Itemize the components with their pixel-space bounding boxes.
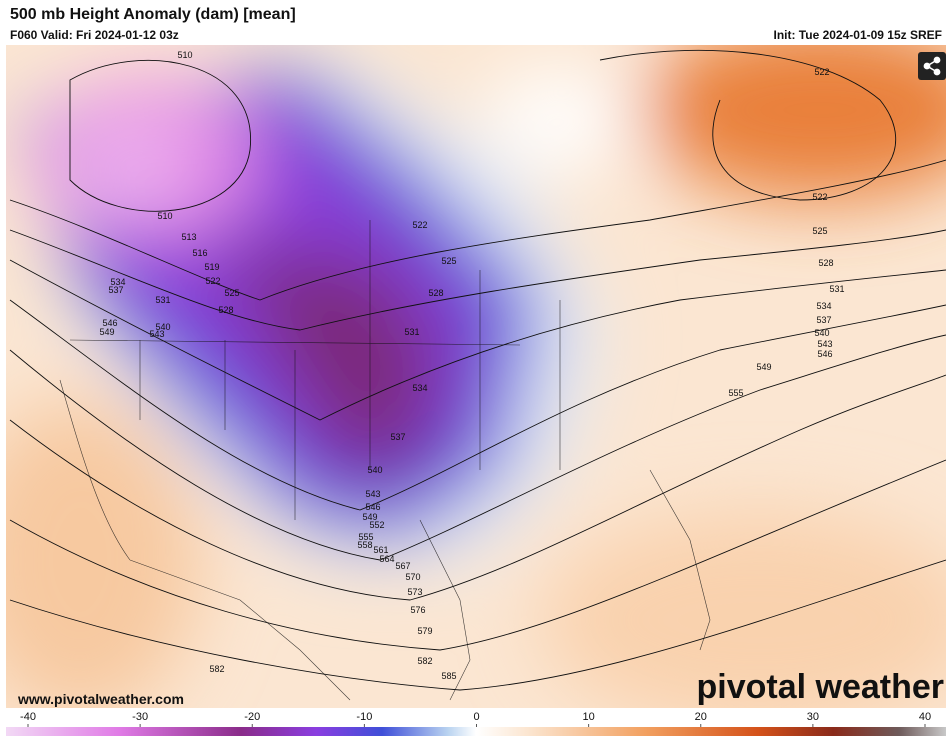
contour-label: 564 (379, 554, 394, 564)
contours (9, 49, 946, 691)
contour-label: 522 (812, 192, 827, 202)
map-title: 500 mb Height Anomaly (dam) [mean] (10, 6, 296, 23)
colorbar-tick-label: 20 (695, 711, 707, 723)
borders (59, 220, 711, 701)
contour-label: 513 (181, 232, 196, 242)
valid-time: F060 Valid: Fri 2024-01-12 03z (10, 28, 179, 42)
colorbar-tick-label: 0 (473, 711, 479, 723)
contour-label: 537 (816, 315, 831, 325)
colorbar-tick-label: -10 (356, 711, 372, 723)
contour-label: 522 (814, 67, 829, 77)
init-time: Init: Tue 2024-01-09 15z SREF (773, 28, 942, 42)
contour-label: 555 (728, 388, 743, 398)
contour-label: 552 (369, 520, 384, 530)
contour-label: 549 (756, 362, 771, 372)
contour-label: 567 (395, 561, 410, 571)
contour-label: 546 (817, 349, 832, 359)
contour-label: 510 (157, 211, 172, 221)
contour-label: 549 (99, 327, 114, 337)
contour-label: 525 (224, 288, 239, 298)
contour-label: 525 (812, 226, 827, 236)
contour-label: 543 (365, 489, 380, 499)
colorbar-tick-label: 40 (919, 711, 931, 723)
contour-label: 522 (205, 276, 220, 286)
contour-label: 540 (814, 328, 829, 338)
colorbar-tick-label: -20 (244, 711, 260, 723)
contour-label: 540 (367, 465, 382, 475)
contour-label: 540 (155, 322, 170, 332)
anomaly-field (6, 45, 946, 708)
contour-label: 531 (829, 284, 844, 294)
contour-label: 528 (428, 288, 443, 298)
contour-label: 519 (204, 262, 219, 272)
contour-label: 537 (390, 432, 405, 442)
site-url: www.pivotalweather.com (17, 691, 184, 707)
contour-label: 534 (816, 301, 831, 311)
contour-label: 534 (412, 383, 427, 393)
colorbar-tick-label: 30 (807, 711, 819, 723)
share-button[interactable] (918, 52, 946, 80)
contour-label: 516 (192, 248, 207, 258)
contour-label: 510 (177, 50, 192, 60)
contour-label: 546 (365, 502, 380, 512)
contour-label: 531 (155, 295, 170, 305)
contour-label: 582 (417, 656, 432, 666)
contour-label: 549 (362, 512, 377, 522)
contour-label: 561 (373, 545, 388, 555)
contour-label: 570 (405, 572, 420, 582)
colorbar (6, 727, 946, 736)
contour-label: 558 (357, 540, 372, 550)
contour-label: 543 (817, 339, 832, 349)
watermark: pivotal weather (696, 668, 944, 706)
share-icon (923, 56, 941, 76)
colorbar-tick-label: -30 (132, 711, 148, 723)
colorbar-tick-label: 10 (583, 711, 595, 723)
contour-label: 582 (209, 664, 224, 674)
contour-label: 576 (410, 605, 425, 615)
contour-label: 534 (110, 277, 125, 287)
contour-label: 528 (218, 305, 233, 315)
contour-label: 546 (102, 318, 117, 328)
contour-label: 537 (108, 285, 123, 295)
contour-label: 543 (149, 329, 164, 339)
contour-label: 528 (818, 258, 833, 268)
contour-label: 555 (358, 532, 373, 542)
contour-label: 585 (441, 671, 456, 681)
contour-label: 525 (441, 256, 456, 266)
colorbar-tick-label: -40 (20, 711, 36, 723)
contour-label: 579 (417, 626, 432, 636)
contour-label: 522 (412, 220, 427, 230)
contour-label: 531 (404, 327, 419, 337)
contour-label: 573 (407, 587, 422, 597)
